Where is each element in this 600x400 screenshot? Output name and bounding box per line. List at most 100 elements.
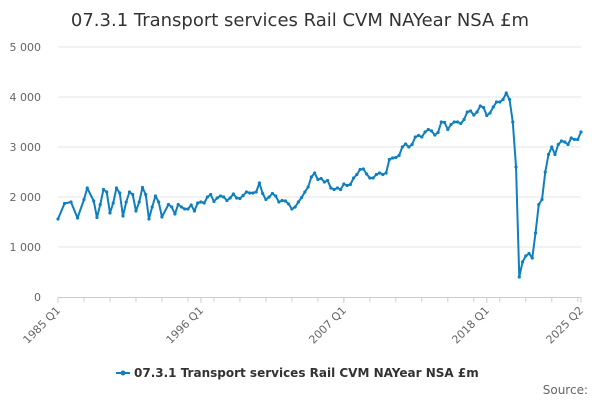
data-point[interactable] [485,113,489,118]
data-point[interactable] [300,195,304,200]
data-point[interactable] [134,209,138,213]
data-point[interactable] [137,200,141,204]
data-point[interactable] [563,140,567,144]
data-point[interactable] [153,194,158,198]
data-point[interactable] [118,191,122,195]
data-point[interactable] [306,185,310,189]
data-point[interactable] [459,121,463,126]
data-point[interactable] [264,197,268,202]
data-point[interactable] [468,109,473,113]
data-point[interactable] [501,97,505,102]
data-point[interactable] [303,190,307,194]
series-line[interactable] [57,92,582,278]
data-point[interactable] [170,205,174,209]
data-point[interactable] [390,156,395,160]
data-point[interactable] [384,171,388,175]
data-point[interactable] [222,195,226,199]
data-point[interactable] [205,195,210,199]
data-point[interactable] [569,136,573,140]
data-point[interactable] [280,198,284,203]
data-point[interactable] [436,130,440,135]
data-point[interactable] [231,192,236,196]
data-point[interactable] [270,191,274,196]
data-point[interactable] [140,185,145,190]
data-point[interactable] [494,100,499,104]
data-point[interactable] [410,142,414,147]
data-point[interactable] [348,182,352,187]
data-point[interactable] [416,133,421,138]
data-point[interactable] [218,194,223,198]
data-point[interactable] [283,199,287,203]
data-point[interactable] [127,190,132,194]
data-point[interactable] [504,91,508,95]
data-point[interactable] [449,122,453,127]
data-point[interactable] [520,260,525,264]
data-point[interactable] [378,171,382,175]
data-point[interactable] [507,97,512,102]
data-point[interactable] [166,202,171,207]
data-point[interactable] [309,175,313,179]
data-point[interactable] [209,192,213,197]
data-point[interactable] [257,181,261,185]
data-point[interactable] [352,176,356,180]
data-point[interactable] [313,171,317,175]
data-point[interactable] [82,197,86,202]
legend[interactable]: 07.3.1 Transport services Rail CVM NAYea… [116,366,479,380]
data-point[interactable] [446,127,450,132]
data-point[interactable] [475,110,479,114]
data-point[interactable] [374,172,378,177]
data-point[interactable] [332,187,336,192]
data-point[interactable] [56,217,60,221]
data-point[interactable] [527,251,531,256]
data-point[interactable] [277,200,281,204]
data-point[interactable] [511,120,515,124]
data-point[interactable] [147,217,151,221]
data-point[interactable] [160,215,164,219]
data-point[interactable] [228,196,232,200]
data-point[interactable] [413,135,417,139]
data-point[interactable] [365,172,369,176]
data-point[interactable] [215,196,219,200]
data-point[interactable] [559,139,564,143]
data-point[interactable] [423,130,427,134]
data-point[interactable] [144,192,148,197]
data-point[interactable] [345,183,349,188]
data-point[interactable] [498,100,502,104]
data-point[interactable] [274,194,278,198]
data-point[interactable] [533,231,538,235]
data-point[interactable] [400,145,404,149]
data-point[interactable] [75,216,80,220]
data-point[interactable] [358,167,362,172]
data-point[interactable] [85,186,89,190]
data-point[interactable] [108,211,112,215]
data-point[interactable] [290,207,294,211]
data-point[interactable] [121,214,125,218]
data-point[interactable] [124,200,128,204]
data-point[interactable] [225,198,229,203]
data-point[interactable] [157,200,161,204]
data-point[interactable] [131,192,135,197]
data-point[interactable] [488,111,492,115]
data-point[interactable] [397,153,401,158]
data-point[interactable] [572,137,577,142]
data-point[interactable] [403,142,408,146]
data-point[interactable] [238,196,242,201]
data-point[interactable] [202,201,206,205]
data-point[interactable] [361,167,365,171]
data-point[interactable] [546,152,551,157]
data-point[interactable] [254,190,258,194]
data-point[interactable] [387,157,391,162]
data-point[interactable] [556,142,560,147]
data-point[interactable] [339,187,343,192]
data-point[interactable] [179,205,184,209]
data-point[interactable] [335,186,339,190]
data-point[interactable] [212,199,216,204]
data-point[interactable] [481,105,486,110]
data-point[interactable] [326,178,330,183]
data-point[interactable] [517,275,521,279]
data-point[interactable] [95,215,99,220]
data-point[interactable] [196,201,200,205]
data-point[interactable] [62,201,67,206]
data-point[interactable] [452,120,456,124]
data-point[interactable] [524,254,528,258]
